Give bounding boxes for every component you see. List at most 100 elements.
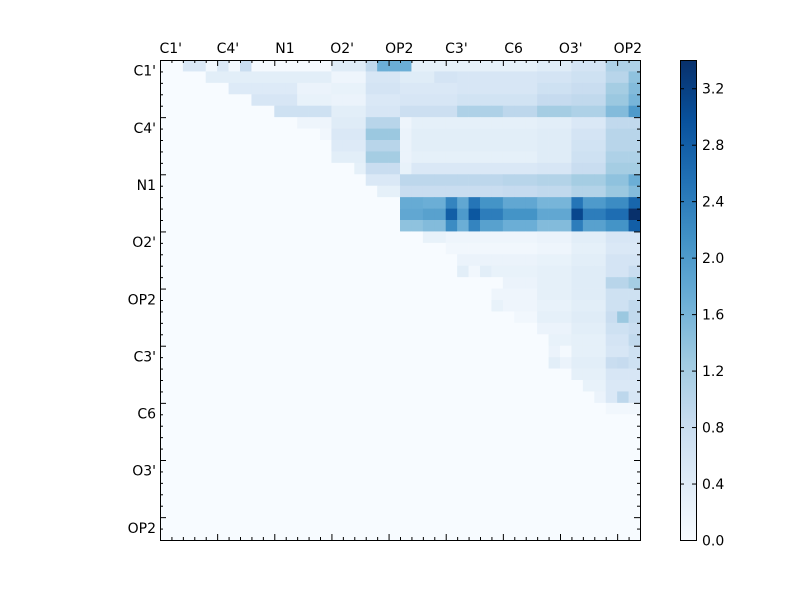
heatmap-cell	[480, 242, 492, 255]
heatmap-cell	[548, 185, 561, 198]
heatmap-cell	[388, 94, 401, 107]
heatmap-cell	[342, 368, 355, 381]
heatmap-cell	[628, 162, 641, 175]
heatmap-cell	[285, 60, 298, 72]
heatmap-cell	[205, 368, 218, 381]
heatmap-cell	[262, 71, 275, 84]
heatmap-cell	[171, 460, 184, 472]
heatmap-cell	[262, 117, 275, 129]
heatmap-cell	[228, 471, 241, 484]
heatmap-cell	[434, 242, 447, 255]
heatmap-cell	[605, 482, 618, 495]
heatmap-cell	[548, 71, 561, 84]
heatmap-cell	[228, 185, 241, 198]
heatmap-cell	[240, 162, 252, 175]
heatmap-cell	[274, 528, 287, 541]
heatmap-cell	[537, 517, 549, 529]
heatmap-cell	[365, 460, 378, 472]
heatmap-cell	[274, 117, 287, 129]
heatmap-cell	[274, 140, 287, 152]
heatmap-cell	[377, 231, 389, 244]
heatmap-cell	[548, 311, 561, 324]
heatmap-cell	[582, 414, 595, 427]
heatmap-cell	[411, 414, 424, 427]
heatmap-cell	[194, 71, 207, 84]
heatmap-cell	[297, 197, 309, 209]
heatmap-cell	[445, 517, 458, 529]
heatmap-cell	[548, 414, 561, 427]
heatmap-cell	[365, 60, 378, 72]
heatmap-cell	[160, 460, 172, 472]
heatmap-cell	[285, 288, 298, 301]
heatmap-cell	[274, 174, 287, 187]
heatmap-cell	[262, 231, 275, 244]
heatmap-cell	[445, 402, 458, 415]
heatmap-cell	[320, 197, 332, 209]
heatmap-cell	[308, 162, 321, 175]
heatmap-cell	[445, 380, 458, 392]
heatmap-cell	[422, 460, 435, 472]
heatmap-cell	[354, 300, 367, 312]
heatmap-cell	[468, 391, 481, 404]
heatmap-cell	[285, 414, 298, 427]
heatmap-cell	[217, 528, 229, 541]
heatmap-cell	[457, 402, 469, 415]
heatmap-cell	[548, 140, 561, 152]
heatmap-cell	[365, 231, 378, 244]
heatmap-cell	[354, 265, 367, 278]
heatmap-cell	[285, 460, 298, 472]
heatmap-cell	[308, 528, 321, 541]
heatmap-cell	[388, 277, 401, 289]
heatmap-cell	[411, 471, 424, 484]
heatmap-cell	[251, 242, 264, 255]
heatmap-cell	[582, 311, 595, 324]
heatmap-cell	[365, 437, 378, 449]
heatmap-cell	[262, 322, 275, 335]
heatmap-cell	[205, 391, 218, 404]
heatmap-cell	[605, 425, 618, 438]
heatmap-cell	[320, 71, 332, 84]
heatmap-cell	[628, 528, 641, 541]
heatmap-cell	[274, 277, 287, 289]
heatmap-cell	[228, 448, 241, 461]
heatmap-cell	[480, 448, 492, 461]
heatmap-cell	[171, 380, 184, 392]
heatmap-cell	[274, 185, 287, 198]
heatmap-cell	[308, 368, 321, 381]
heatmap-cell	[297, 517, 309, 529]
heatmap-cell	[331, 345, 344, 358]
heatmap-cell	[194, 482, 207, 495]
heatmap-cell	[331, 128, 344, 141]
heatmap-cell	[537, 425, 549, 438]
heatmap-cell	[217, 494, 229, 507]
heatmap-cell	[388, 128, 401, 141]
heatmap-cell	[468, 128, 481, 141]
heatmap-cell	[594, 448, 607, 461]
heatmap-cell	[525, 185, 538, 198]
heatmap-cell	[502, 231, 515, 244]
heatmap-cell	[628, 414, 641, 427]
heatmap-cell	[320, 357, 332, 369]
heatmap-cell	[468, 402, 481, 415]
heatmap-cell	[628, 471, 641, 484]
heatmap-cell	[445, 425, 458, 438]
heatmap-cell	[400, 288, 412, 301]
heatmap-cell	[388, 60, 401, 72]
heatmap-cell	[628, 505, 641, 518]
heatmap-cell	[411, 94, 424, 107]
heatmap-cell	[468, 60, 481, 72]
heatmap-cell	[605, 140, 618, 152]
heatmap-cell	[594, 334, 607, 347]
heatmap-cell	[320, 254, 332, 267]
heatmap-cell	[308, 265, 321, 278]
heatmap-cell	[388, 300, 401, 312]
heatmap-cell	[308, 208, 321, 221]
heatmap-cell	[297, 82, 309, 95]
heatmap-cell	[548, 517, 561, 529]
heatmap-cell	[274, 254, 287, 267]
heatmap-cell	[388, 414, 401, 427]
heatmap-cell	[365, 300, 378, 312]
heatmap-cell	[434, 254, 447, 267]
heatmap-cell	[377, 471, 389, 484]
heatmap-cell	[582, 231, 595, 244]
